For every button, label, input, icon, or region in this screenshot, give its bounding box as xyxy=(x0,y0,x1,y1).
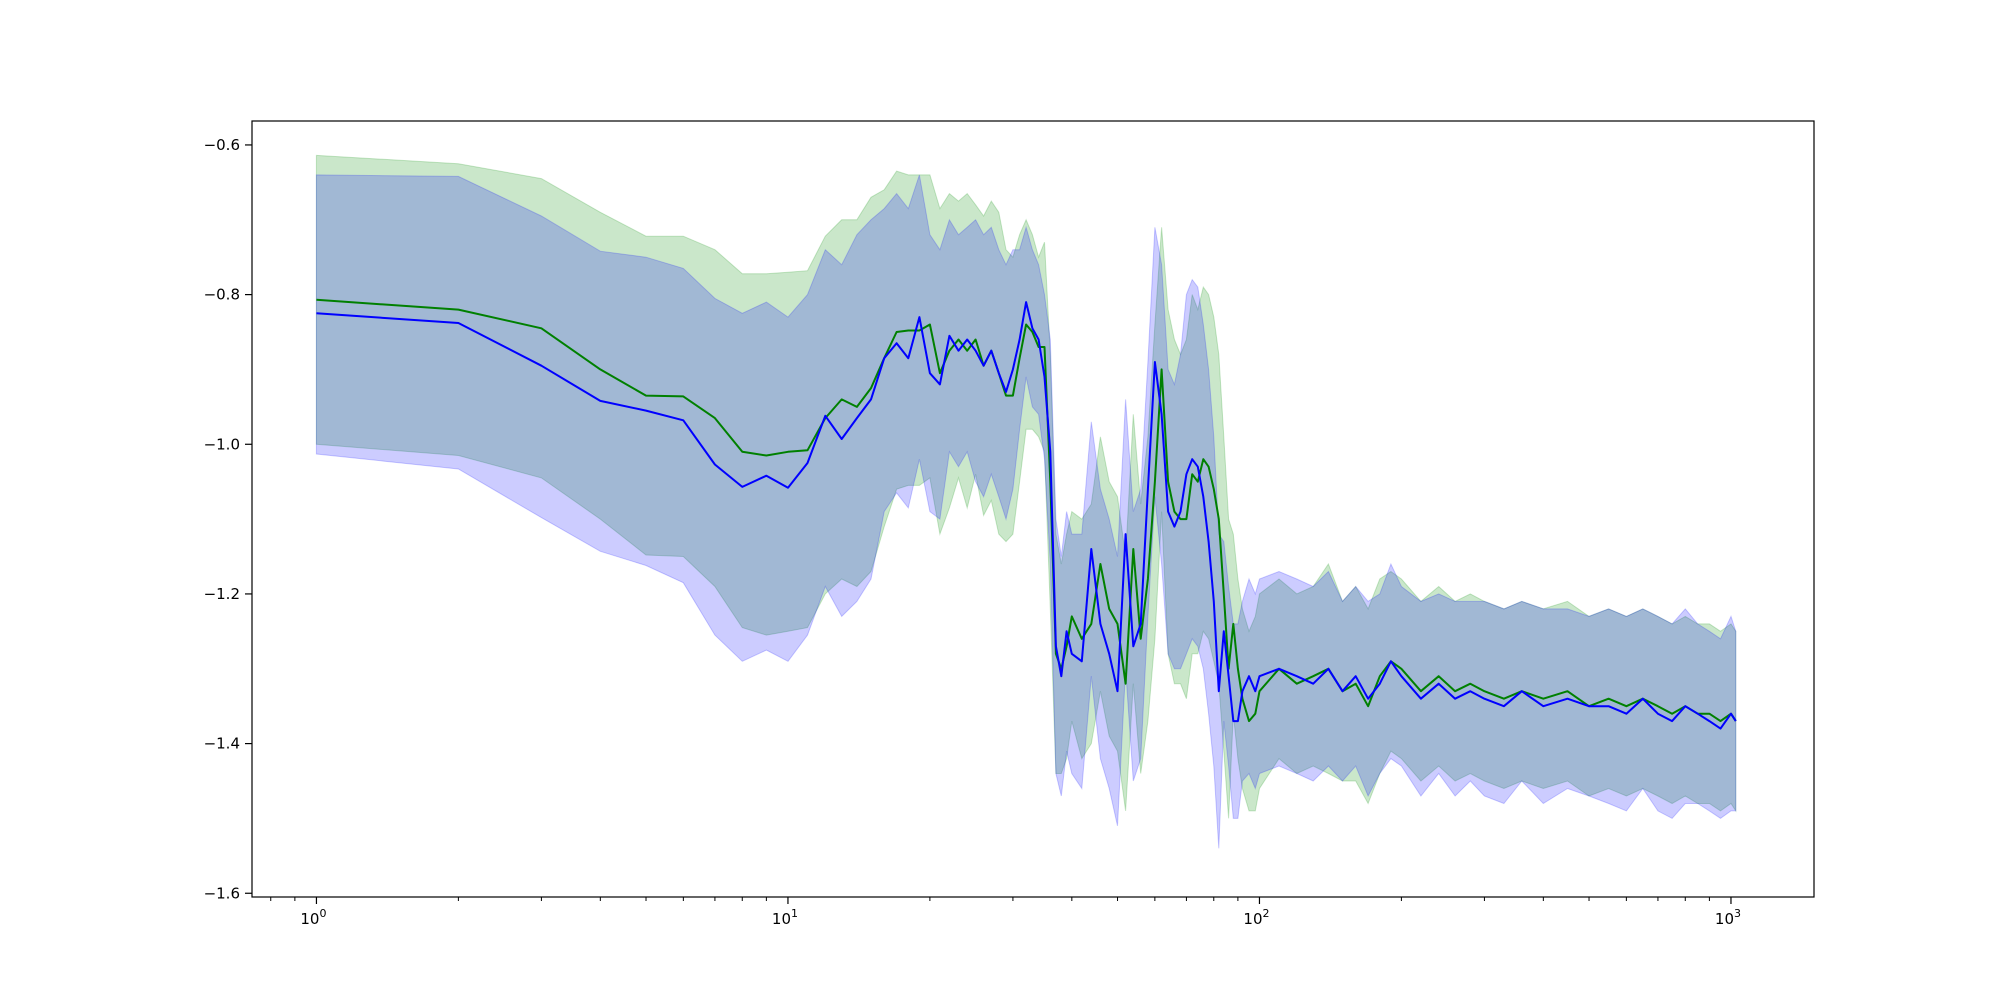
y-tick-label: −1.2 xyxy=(204,585,240,603)
series-1-line xyxy=(316,298,1737,723)
x-tick-label: 100 xyxy=(300,907,326,928)
series-2-line xyxy=(316,301,1737,730)
y-axis: −0.6 −0.8 −1.0 −1.2 −1.4 −1.6 xyxy=(204,136,252,902)
series-lines xyxy=(316,298,1737,730)
x-tick-label: 101 xyxy=(772,907,798,928)
plot-frame xyxy=(251,120,1815,898)
x-axis: 100 101 102 103 xyxy=(270,897,1741,928)
y-tick-label: −0.8 xyxy=(204,286,240,304)
x-tick-label: 103 xyxy=(1715,907,1741,928)
y-tick-label: −1.4 xyxy=(204,735,240,753)
x-tick-label: 102 xyxy=(1243,907,1269,928)
y-tick-label: −1.6 xyxy=(204,884,240,902)
y-tick-label: −0.6 xyxy=(204,136,240,154)
series-1-band xyxy=(315,154,1737,819)
y-tick-label: −1.0 xyxy=(204,435,240,453)
